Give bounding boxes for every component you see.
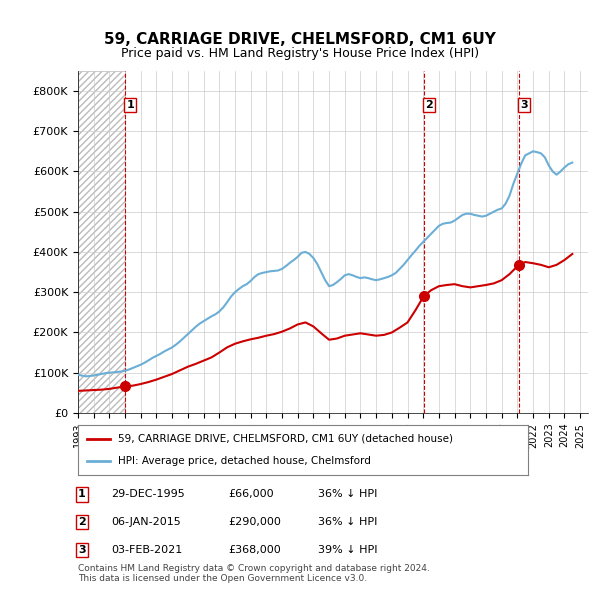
Text: 1: 1 <box>78 490 86 499</box>
Text: 2: 2 <box>78 517 86 527</box>
Text: 39% ↓ HPI: 39% ↓ HPI <box>318 545 377 555</box>
Text: 36% ↓ HPI: 36% ↓ HPI <box>318 517 377 527</box>
Text: 59, CARRIAGE DRIVE, CHELMSFORD, CM1 6UY (detached house): 59, CARRIAGE DRIVE, CHELMSFORD, CM1 6UY … <box>119 434 454 444</box>
Bar <box>78 71 125 413</box>
Text: 3: 3 <box>78 545 86 555</box>
Text: 2: 2 <box>425 100 433 110</box>
Text: £66,000: £66,000 <box>228 490 274 499</box>
Text: 06-JAN-2015: 06-JAN-2015 <box>111 517 181 527</box>
Text: 03-FEB-2021: 03-FEB-2021 <box>111 545 182 555</box>
Text: £368,000: £368,000 <box>228 545 281 555</box>
Text: £290,000: £290,000 <box>228 517 281 527</box>
Text: HPI: Average price, detached house, Chelmsford: HPI: Average price, detached house, Chel… <box>119 456 371 466</box>
Bar <box>78 71 81 413</box>
Text: 3: 3 <box>520 100 528 110</box>
Text: Contains HM Land Registry data © Crown copyright and database right 2024.
This d: Contains HM Land Registry data © Crown c… <box>78 563 430 583</box>
Text: Price paid vs. HM Land Registry's House Price Index (HPI): Price paid vs. HM Land Registry's House … <box>121 47 479 60</box>
Text: 29-DEC-1995: 29-DEC-1995 <box>111 490 185 499</box>
Text: 1: 1 <box>127 100 134 110</box>
Text: 59, CARRIAGE DRIVE, CHELMSFORD, CM1 6UY: 59, CARRIAGE DRIVE, CHELMSFORD, CM1 6UY <box>104 32 496 47</box>
Text: 36% ↓ HPI: 36% ↓ HPI <box>318 490 377 499</box>
